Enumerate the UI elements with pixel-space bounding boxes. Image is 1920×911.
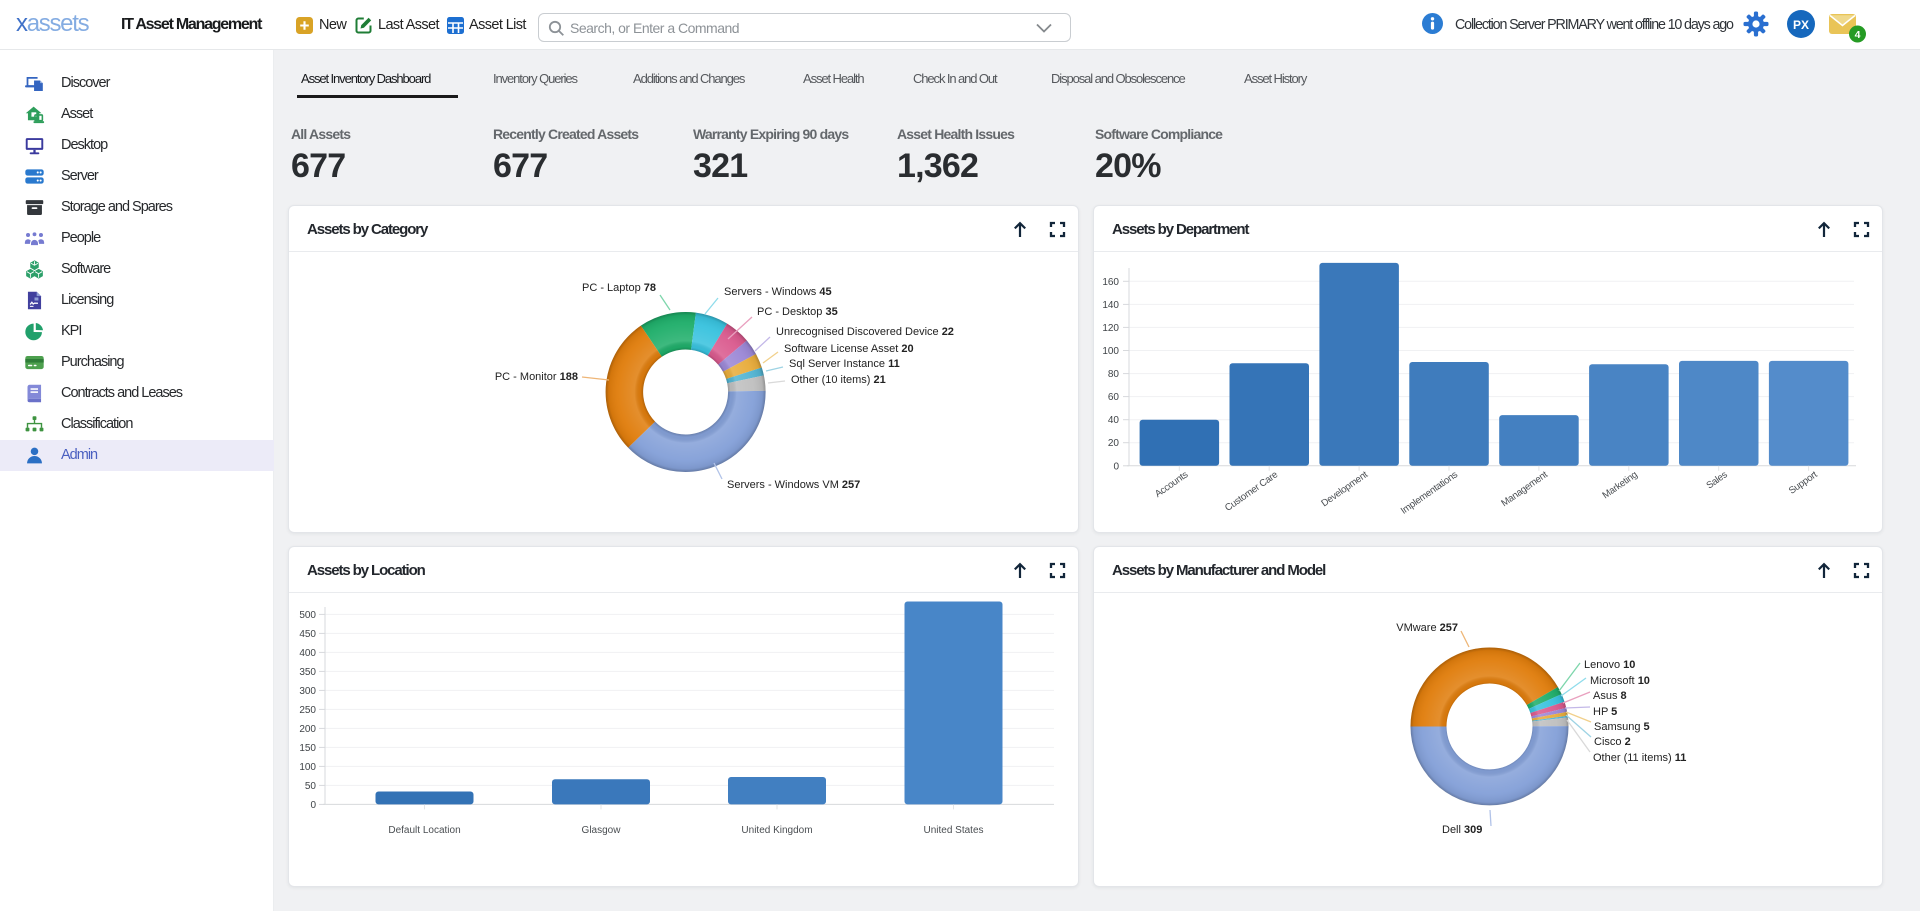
svg-text:0: 0 [1113,461,1119,472]
svg-text:300: 300 [299,686,316,697]
svg-text:100: 100 [299,762,316,773]
svg-text:500: 500 [299,610,316,621]
svg-text:40: 40 [1108,415,1120,426]
svg-text:Lenovo 10: Lenovo 10 [1584,659,1635,671]
svg-text:250: 250 [299,705,316,716]
svg-text:140: 140 [1102,300,1119,311]
svg-text:450: 450 [299,629,316,640]
svg-text:VMware 257: VMware 257 [1396,622,1458,634]
svg-text:120: 120 [1102,323,1119,334]
svg-text:Customer Care: Customer Care [1223,469,1280,513]
svg-text:United Kingdom: United Kingdom [741,825,812,836]
svg-text:PC - Monitor 188: PC - Monitor 188 [495,371,578,383]
svg-text:Support: Support [1787,469,1820,497]
svg-text:60: 60 [1108,392,1120,403]
svg-text:Samsung 5: Samsung 5 [1594,721,1650,733]
svg-text:400: 400 [299,648,316,659]
svg-text:4: 4 [1855,29,1861,41]
svg-text:Unrecognised Discovered Device: Unrecognised Discovered Device 22 [776,326,954,338]
svg-text:100: 100 [1102,346,1119,357]
svg-text:350: 350 [299,667,316,678]
svg-text:HP 5: HP 5 [1593,706,1617,718]
svg-text:Development: Development [1319,469,1370,509]
svg-text:PC - Laptop 78: PC - Laptop 78 [582,282,656,294]
svg-text:160: 160 [1102,277,1119,288]
svg-text:Software License Asset 20: Software License Asset 20 [784,343,914,355]
svg-text:Asus 8: Asus 8 [1593,690,1627,702]
svg-text:Cisco 2: Cisco 2 [1594,736,1631,748]
svg-text:PX: PX [1793,18,1809,32]
svg-text:200: 200 [299,724,316,735]
svg-text:Microsoft 10: Microsoft 10 [1590,675,1650,687]
svg-text:Other (10 items) 21: Other (10 items) 21 [791,374,886,386]
svg-text:Accounts: Accounts [1153,469,1190,500]
svg-text:Other (11 items) 11: Other (11 items) 11 [1593,752,1686,764]
svg-text:PC - Desktop 35: PC - Desktop 35 [757,306,838,318]
svg-text:150: 150 [299,743,316,754]
svg-text:20: 20 [1108,438,1120,449]
svg-text:80: 80 [1108,369,1120,380]
svg-text:Dell 309: Dell 309 [1442,824,1482,836]
svg-text:Implementations: Implementations [1399,469,1460,516]
svg-text:0: 0 [310,800,316,811]
svg-text:United States: United States [923,825,983,836]
svg-text:Default Location: Default Location [388,825,460,836]
svg-text:Servers - Windows 45: Servers - Windows 45 [724,286,832,298]
svg-text:Glasgow: Glasgow [582,825,622,836]
svg-text:Servers - Windows VM 257: Servers - Windows VM 257 [727,479,860,491]
svg-text:Sql Server Instance 11: Sql Server Instance 11 [789,358,900,370]
svg-text:50: 50 [305,781,317,792]
svg-text:Management: Management [1499,469,1550,509]
svg-text:Sales: Sales [1704,469,1729,491]
svg-text:Marketing: Marketing [1601,469,1640,501]
